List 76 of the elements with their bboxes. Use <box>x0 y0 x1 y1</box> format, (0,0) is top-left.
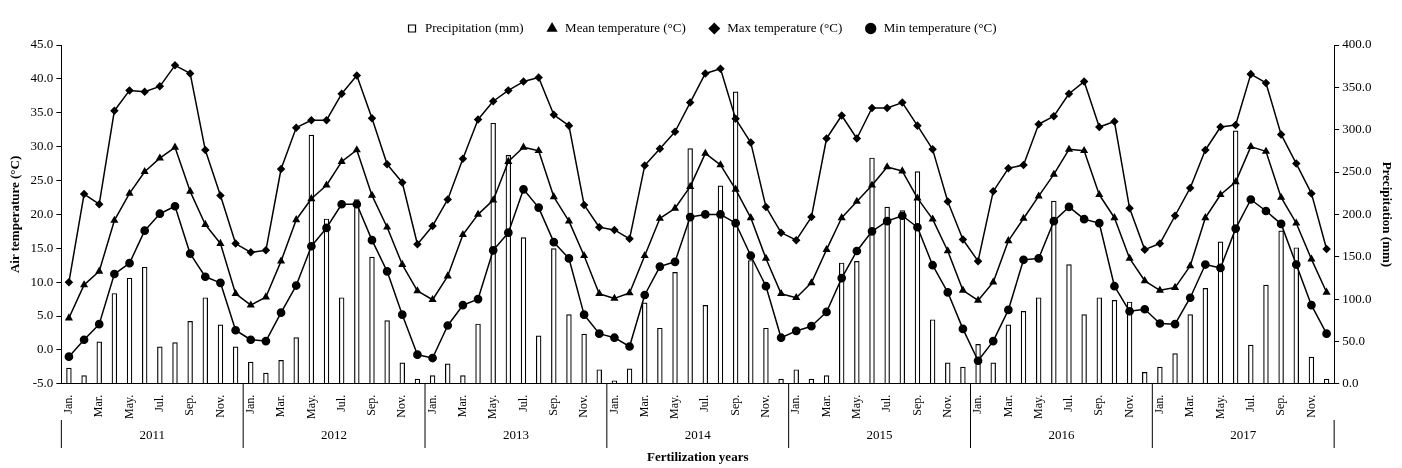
x-tick-label: Sep. <box>545 394 560 416</box>
x-tick-label: Nov. <box>758 394 773 418</box>
text: 2013 <box>502 427 529 443</box>
legend-label: Min temperature (°C) <box>883 19 997 35</box>
y2-axis-title: Precipitation (mm) <box>1379 161 1395 268</box>
x-tick-label: Jul. <box>879 394 894 412</box>
x-tick-label: Sep. <box>1273 394 1288 416</box>
y2-tick-label: 350.0 <box>1342 78 1372 94</box>
y-tick-label: 30.0 <box>30 138 54 154</box>
x-tick-label: May. <box>121 394 136 419</box>
y2-tick-label: 300.0 <box>1342 121 1372 137</box>
x-tick-label: Jan. <box>61 394 76 414</box>
x-tick-label: Mar. <box>818 394 833 418</box>
x-tick-label: Sep. <box>182 394 197 416</box>
x-tick-label: Mar. <box>455 394 470 418</box>
text: 2015 <box>866 427 893 443</box>
x-tick-label: Sep. <box>909 394 924 416</box>
text: 2011 <box>139 427 166 443</box>
x-tick-label: Jan. <box>242 394 257 414</box>
x-tick-label: Jan. <box>606 394 621 414</box>
y2-tick-label: 0.0 <box>1342 375 1359 391</box>
y-tick-label: 25.0 <box>30 171 54 187</box>
y-tick-label: 20.0 <box>30 205 54 221</box>
text: 2017 <box>1230 427 1257 443</box>
y-tick-label: 5.0 <box>37 307 54 323</box>
x-tick-label: Nov. <box>1121 394 1136 418</box>
x-tick-label: Jan. <box>970 394 985 414</box>
x-tick-label: Nov. <box>394 394 409 418</box>
x-axis-title: Fertilization years <box>647 449 749 465</box>
text: 2016 <box>1048 427 1075 443</box>
y-tick-label: 45.0 <box>30 36 54 52</box>
x-tick-label: Mar. <box>1000 394 1015 418</box>
legend-label: Mean temperature (°C) <box>565 19 686 35</box>
x-tick-label: Jul. <box>1061 394 1076 412</box>
x-tick-label: May. <box>849 394 864 419</box>
x-tick-label: Jul. <box>697 394 712 412</box>
y-tick-label: 0.0 <box>37 341 54 357</box>
y2-tick-label: 50.0 <box>1342 332 1365 348</box>
text: 2012 <box>321 427 348 443</box>
y-axis-title: Air temperature (°C) <box>7 155 23 274</box>
x-tick-label: Nov. <box>576 394 591 418</box>
x-tick-label: Jan. <box>788 394 803 414</box>
legend-label: Max temperature (°C) <box>727 19 843 35</box>
y2-tick-label: 200.0 <box>1342 205 1372 221</box>
x-tick-label: Mar. <box>273 394 288 418</box>
x-tick-label: Jul. <box>152 394 166 412</box>
y2-tick-label: 250.0 <box>1342 163 1372 179</box>
y-tick-label: -5.0 <box>32 375 54 391</box>
y2-tick-label: 150.0 <box>1342 248 1372 264</box>
y2-tick-label: 400.0 <box>1342 36 1372 52</box>
text: 2014 <box>684 427 712 443</box>
x-tick-label: Jul. <box>333 394 348 412</box>
x-tick-label: May. <box>667 394 682 419</box>
y-tick-label: 15.0 <box>30 239 54 255</box>
x-tick-label: Mar. <box>91 394 106 418</box>
x-tick-label: May. <box>1212 394 1227 419</box>
x-tick-label: Mar. <box>1182 394 1197 418</box>
x-tick-label: Jan. <box>1152 394 1167 414</box>
x-tick-label: May. <box>1030 394 1045 419</box>
x-tick-label: Sep. <box>1091 394 1106 416</box>
x-tick-label: Sep. <box>364 394 379 416</box>
x-tick-label: May. <box>303 394 318 419</box>
x-tick-label: Jul. <box>515 394 530 412</box>
x-tick-label: Sep. <box>727 394 742 416</box>
y-tick-label: 10.0 <box>30 273 54 289</box>
y-tick-label: 35.0 <box>30 104 54 120</box>
x-tick-label: Mar. <box>636 394 651 418</box>
x-tick-label: Jul. <box>1242 394 1257 412</box>
y-tick-label: 40.0 <box>30 70 54 86</box>
x-tick-label: Nov. <box>212 394 227 418</box>
legend-label: Precipitation (mm) <box>425 19 524 35</box>
x-tick-label: Nov. <box>939 394 954 418</box>
x-tick-label: Nov. <box>1303 394 1318 418</box>
y2-tick-label: 100.0 <box>1342 290 1372 306</box>
x-tick-label: Jan. <box>424 394 439 414</box>
x-tick-label: May. <box>485 394 500 419</box>
